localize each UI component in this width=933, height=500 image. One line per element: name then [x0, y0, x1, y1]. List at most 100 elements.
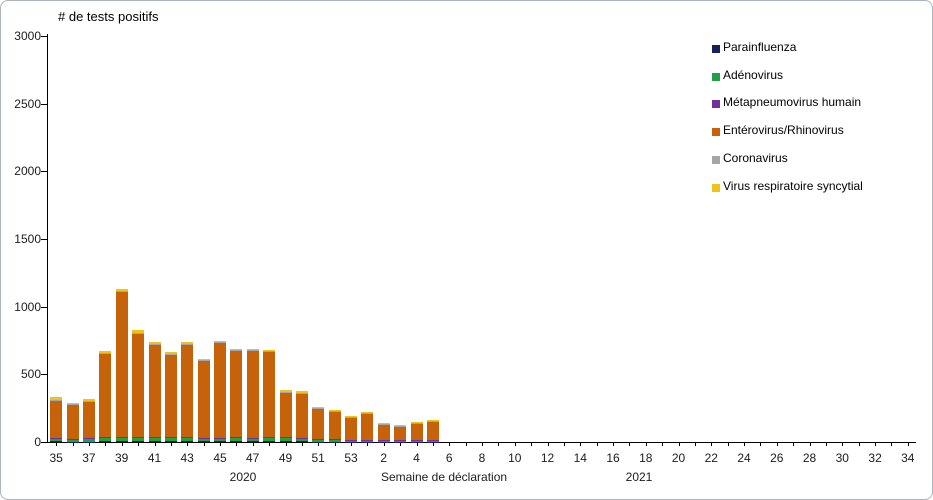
bar-segment-2020-w46: [230, 437, 243, 439]
bar-segment-2020-w46: [230, 350, 243, 352]
x-axis-tick-label: 32: [868, 451, 882, 465]
x-axis-tick: [514, 442, 516, 446]
x-axis-tick: [72, 442, 74, 446]
bar-segment-2021-w2: [377, 440, 390, 442]
x-axis-tick-label: 45: [213, 451, 227, 465]
bar-segment-2021-w3: [394, 425, 407, 426]
legend-swatch-icon: [712, 72, 720, 81]
bar-segment-2020-w40: [132, 330, 145, 333]
x-axis-tick: [842, 442, 844, 446]
y-axis-tick-label: 1500: [14, 232, 41, 246]
x-axis-tick: [563, 442, 565, 446]
bar-segment-2021-w1: [361, 439, 374, 441]
y-axis-tick-label: 500: [20, 367, 41, 382]
legend-swatch-icon: [712, 45, 720, 53]
bar-segment-2020-w43: [181, 344, 194, 438]
bar-segment-2020-w38: [99, 354, 112, 438]
x-axis-tick-label: 43: [180, 451, 194, 465]
bar-segment-2020-w49: [279, 441, 292, 442]
bar-segment-2020-w46: [230, 351, 243, 438]
y-axis-tick-label: 1000: [14, 299, 41, 314]
bar-segment-2020-w35: [50, 441, 63, 442]
bar-segment-2020-w49: [279, 438, 292, 442]
bar-segment-2020-w45: [214, 342, 226, 344]
bar-segment-2020-w38: [99, 441, 112, 442]
bar-segment-2020-w48: [263, 351, 276, 353]
x-axis-tick: [498, 442, 500, 446]
y-axis-tick: [41, 374, 47, 376]
x-axis-line: [47, 442, 916, 443]
x-axis-tick: [400, 442, 402, 446]
legend-item: Métapneumovirus humain: [712, 94, 861, 109]
x-axis-tick: [334, 442, 336, 446]
x-axis-tick: [482, 442, 483, 446]
year-label-2020: 2020: [229, 470, 257, 484]
bar-segment-2020-w51: [312, 438, 325, 440]
bar-segment-2020-w37: [82, 438, 95, 440]
x-axis-tick: [285, 442, 287, 446]
bar-segment-2021-w4: [410, 440, 423, 441]
bar-segment-2020-w41: [148, 438, 161, 442]
bar-segment-2020-w36: [66, 438, 79, 440]
legend-label: Entérovirus/Rhinovirus: [723, 123, 844, 138]
x-axis-tick-label: 16: [606, 451, 620, 465]
chart-title: # de tests positifs: [58, 9, 159, 24]
bar-segment-2020-w49: [279, 437, 292, 439]
bar-segment-2020-w37: [82, 439, 95, 442]
x-axis-tick-label: 20: [671, 451, 686, 465]
legend-swatch-icon: [712, 183, 720, 192]
x-axis-tick: [596, 442, 598, 446]
x-axis-tick: [88, 442, 90, 446]
bar-segment-2020-w41: [148, 344, 161, 438]
x-axis-tick: [744, 442, 745, 446]
legend-label: Coronavirus: [723, 150, 788, 165]
bar-segment-2020-w40: [132, 332, 145, 334]
bar-segment-2021-w5: [426, 439, 439, 441]
x-axis-tick: [351, 442, 352, 446]
x-axis-tick-label: 4: [413, 451, 420, 465]
legend-item: Adénovirus: [712, 67, 784, 82]
bar-segment-2020-w35: [50, 439, 63, 442]
y-axis-tick: [41, 36, 47, 37]
bar-segment-2021-w5: [426, 420, 439, 422]
x-axis-tick-label: 35: [49, 451, 63, 465]
bar-segment-2020-w45: [214, 343, 226, 438]
x-axis-tick: [318, 442, 320, 446]
bar-segment-2020-w43: [181, 437, 194, 439]
legend-swatch-icon: [712, 128, 720, 137]
x-axis-tick: [236, 442, 238, 446]
bar-segment-2020-w40: [132, 437, 145, 439]
x-axis-tick: [793, 442, 795, 446]
bar-segment-2020-w52: [328, 410, 341, 412]
legend-label: Adénovirus: [723, 67, 784, 82]
bar-segment-2020-w42: [164, 354, 177, 438]
bar-segment-2020-w39: [115, 292, 128, 438]
bar-segment-2020-w44: [197, 358, 210, 361]
bar-segment-2020-w53: [345, 417, 357, 440]
x-axis-tick: [580, 442, 582, 446]
bar-segment-2021-w5: [426, 421, 439, 422]
bar-segment-2021-w3: [394, 426, 407, 441]
x-axis-tick: [449, 442, 451, 446]
bar-segment-2020-w47: [246, 350, 259, 438]
legend-item: Virus respiratoire syncytial: [712, 178, 863, 193]
bar-segment-2020-w48: [263, 441, 276, 442]
y-axis-tick: [41, 442, 47, 443]
y-axis-tick-label: 2500: [14, 96, 41, 111]
bar-segment-2020-w50: [295, 441, 308, 442]
bar-segment-2020-w49: [279, 391, 292, 393]
bar-segment-2020-w48: [263, 437, 276, 438]
y-axis-line: [47, 34, 48, 442]
x-axis-tick-label: 2: [380, 451, 388, 465]
bar-segment-2021-w2: [377, 424, 390, 441]
x-axis-tick: [170, 442, 172, 446]
x-axis-tick: [678, 442, 680, 446]
bar-segment-2021-w2: [377, 440, 390, 441]
x-axis-tick-label: 51: [311, 451, 325, 465]
bar-segment-2020-w37: [82, 401, 95, 439]
bar-segment-2020-w38: [99, 351, 112, 354]
bar-segment-2021-w5: [426, 440, 439, 442]
bar-segment-2020-w46: [230, 348, 243, 351]
bar-segment-2020-w52: [328, 411, 341, 440]
x-axis-tick-label: 26: [770, 451, 784, 465]
